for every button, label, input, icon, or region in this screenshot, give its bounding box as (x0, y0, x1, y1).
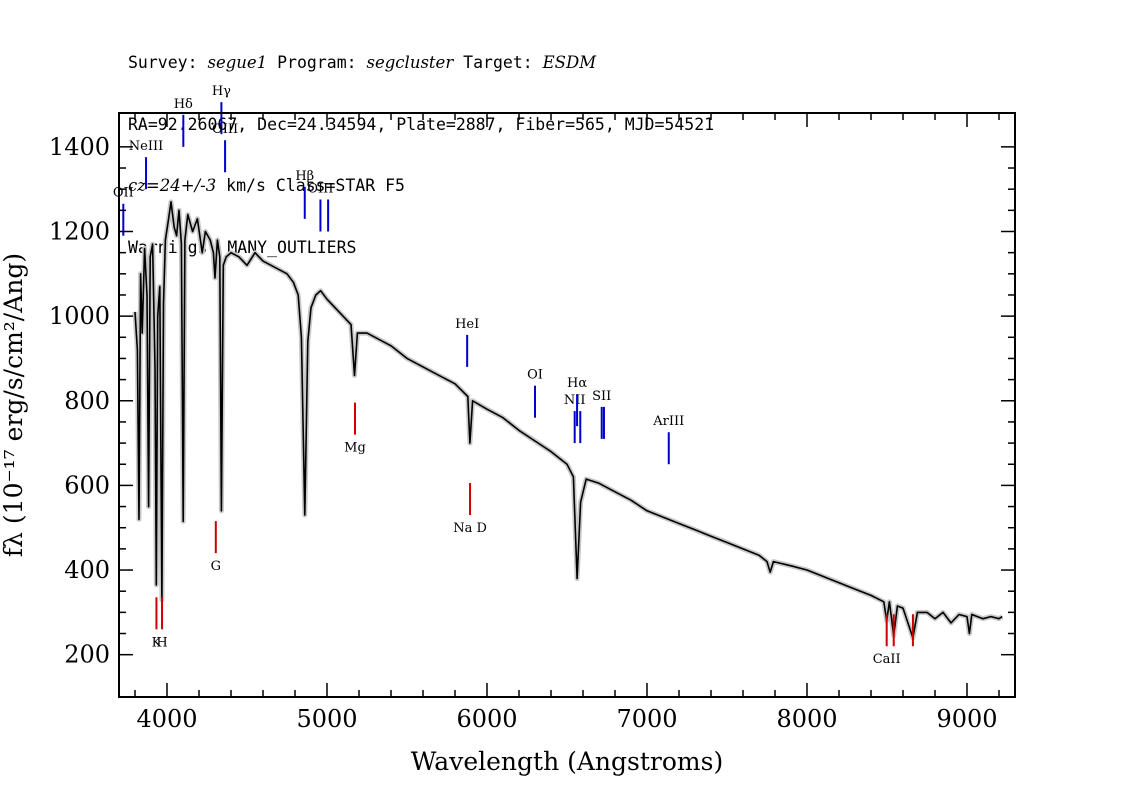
plot-frame (118, 112, 1016, 698)
survey-label: Survey: (128, 53, 208, 72)
emission-line-label: OI (527, 368, 543, 383)
emission-line-label: NeIII (129, 139, 163, 154)
emission-line-label: HeI (455, 317, 479, 332)
x-tick-label: 9000 (936, 705, 997, 733)
emission-line-label: OIII (212, 122, 238, 137)
emission-line-label: OII (113, 186, 134, 201)
x-tick-label: 6000 (456, 705, 517, 733)
program-value: segcluster (366, 53, 454, 72)
header-line-survey: Survey: segue1 Program: segcluster Targe… (128, 53, 714, 74)
target-value: ESDM (542, 53, 597, 72)
header-line-redshift: cz=24+/-3 km/s Class=STAR F5 (128, 176, 714, 197)
emission-line-label: NII (564, 393, 586, 408)
emission-line-label: Hδ (174, 97, 193, 112)
absorption-line-label: CaII (873, 652, 901, 667)
x-tick-label: 8000 (776, 705, 837, 733)
emission-line-label: OIII (307, 181, 333, 196)
emission-line-label: SII (592, 389, 611, 404)
absorption-line-label: H (156, 635, 167, 650)
absorption-line-label: Na D (453, 521, 487, 536)
class-value: km/s Class=STAR F5 (216, 176, 405, 195)
x-axis-title: Wavelength (Angstroms) (411, 747, 723, 776)
redshift-value: cz=24+/-3 (128, 176, 217, 195)
program-label: Program: (267, 53, 367, 72)
y-tick-label: 1000 (49, 302, 110, 330)
y-tick-label: 200 (64, 641, 110, 669)
x-tick-label: 4000 (136, 705, 197, 733)
y-tick-label: 600 (64, 471, 110, 499)
emission-line-label: Hβ (295, 169, 314, 184)
emission-line-label: ArIII (652, 414, 684, 429)
absorption-line-label: K (152, 635, 162, 650)
axis-ticks: 4000 5000 6000 7000 8000 9000 200 400 600 800 1000… (49, 113, 1015, 733)
y-tick-label: 400 (64, 556, 110, 584)
y-tick-label: 800 (64, 387, 110, 415)
series-layer (132, 199, 1004, 641)
spectrum-error-band (132, 199, 1004, 641)
survey-value: segue1 (207, 53, 268, 72)
spectral-lines-layer: OIINeIIIHδHγOIIIHβOIIIHeIOINIIHαSIIArIII… (113, 84, 914, 667)
x-tick-label: 5000 (296, 705, 357, 733)
spectrum-line (134, 201, 1003, 639)
y-axis-title: fλ (10⁻¹⁷ erg/s/cm²/Ang) (0, 253, 28, 557)
target-label: Target: (453, 53, 543, 72)
y-tick-label: 1400 (49, 133, 110, 161)
emission-line-label: Hα (567, 376, 587, 391)
absorption-line-label: Mg (344, 441, 366, 456)
emission-line-label: Hγ (212, 84, 231, 99)
absorption-line-label: G (211, 559, 221, 574)
y-tick-label: 1200 (49, 217, 110, 245)
x-tick-label: 7000 (616, 705, 677, 733)
